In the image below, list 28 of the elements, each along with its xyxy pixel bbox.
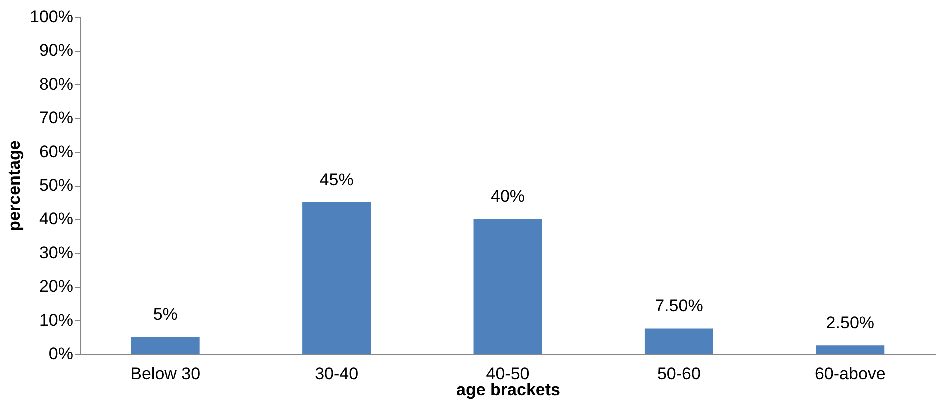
- data-label: 2.50%: [826, 314, 874, 333]
- bar: [816, 346, 885, 354]
- y-tick-label: 50%: [39, 176, 74, 195]
- x-tick-label: 50-60: [657, 364, 701, 384]
- y-tick-label: 0%: [48, 344, 74, 364]
- bar: [644, 328, 714, 354]
- x-axis-title: age brackets: [456, 380, 560, 400]
- y-tick-label: 40%: [39, 210, 74, 229]
- bar: [131, 337, 200, 354]
- data-label: 5%: [153, 305, 178, 324]
- x-tick-label: 40-50: [486, 364, 530, 384]
- data-label: 40%: [490, 187, 526, 206]
- y-tick-label: 20%: [39, 277, 74, 296]
- x-tick-label: 60-above: [814, 364, 886, 384]
- data-label: 45%: [320, 170, 354, 190]
- x-tick-label: Below 30: [130, 364, 201, 384]
- y-tick-label: 80%: [39, 74, 74, 94]
- data-label: 7.50%: [655, 296, 704, 316]
- y-tick-label: 100%: [30, 8, 74, 26]
- y-tick-label: 10%: [39, 310, 74, 330]
- x-tick-label: 30-40: [315, 364, 359, 384]
- bar: [302, 202, 372, 354]
- y-tick-label: 60%: [39, 142, 74, 162]
- y-tick-label: 30%: [39, 243, 74, 262]
- y-axis-title: percentage: [5, 140, 24, 232]
- y-tick-label: 90%: [39, 41, 74, 60]
- bar: [474, 219, 542, 354]
- y-tick-label: 70%: [39, 108, 74, 128]
